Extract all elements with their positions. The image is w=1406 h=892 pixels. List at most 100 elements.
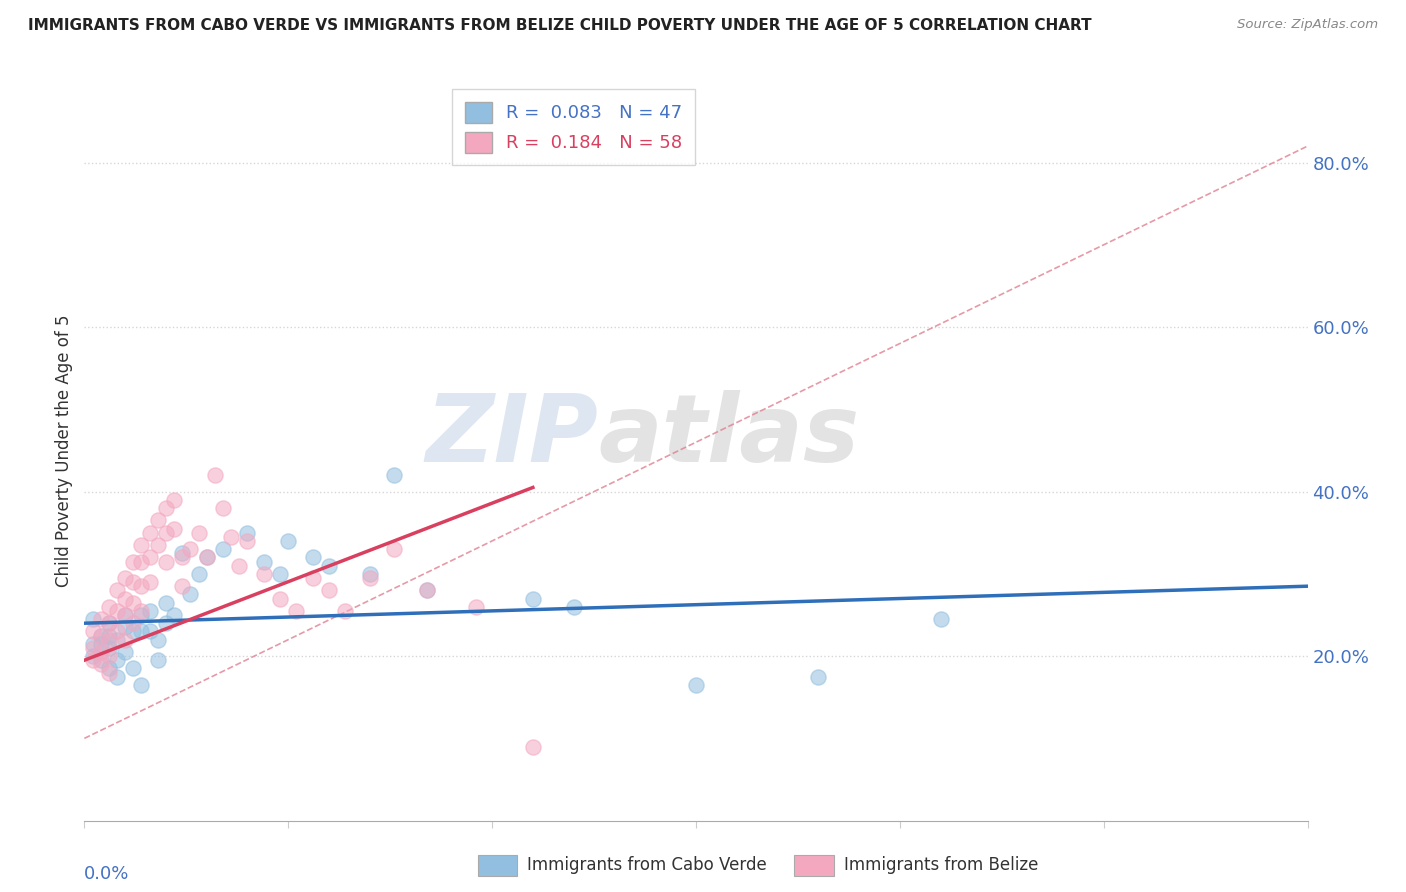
Point <box>269 566 291 581</box>
Point <box>195 550 218 565</box>
Point <box>90 628 112 642</box>
Point <box>131 538 153 552</box>
Text: ZIP: ZIP <box>425 390 598 482</box>
Point <box>138 550 160 565</box>
Point <box>155 616 177 631</box>
Point <box>97 628 120 642</box>
Point <box>172 550 194 565</box>
Point <box>212 501 235 516</box>
Point <box>219 530 242 544</box>
Point <box>155 525 177 540</box>
Point <box>97 640 120 655</box>
Point <box>114 620 136 634</box>
Point <box>138 575 160 590</box>
Point <box>114 607 136 622</box>
Point <box>114 645 136 659</box>
Point <box>163 522 186 536</box>
Point <box>301 571 323 585</box>
Point <box>131 678 153 692</box>
Point <box>122 616 145 631</box>
Point <box>416 583 439 598</box>
Point <box>114 591 136 606</box>
Y-axis label: Child Poverty Under the Age of 5: Child Poverty Under the Age of 5 <box>55 314 73 587</box>
Point <box>122 661 145 675</box>
Point <box>90 657 112 672</box>
Point <box>228 558 250 573</box>
Point <box>522 739 544 754</box>
Point <box>82 640 104 655</box>
Point <box>105 670 128 684</box>
Point <box>97 599 120 614</box>
Point <box>82 653 104 667</box>
Point <box>146 632 169 647</box>
Point <box>82 624 104 639</box>
Point <box>97 665 120 680</box>
Point <box>382 468 405 483</box>
Point <box>122 575 145 590</box>
Point <box>236 525 259 540</box>
Point <box>522 591 544 606</box>
Point <box>138 525 160 540</box>
Point <box>97 616 120 631</box>
Point <box>685 678 707 692</box>
Point <box>146 538 169 552</box>
Point <box>179 587 201 601</box>
Point <box>82 637 104 651</box>
Text: Immigrants from Belize: Immigrants from Belize <box>844 856 1038 874</box>
Point <box>131 624 153 639</box>
Text: atlas: atlas <box>598 390 859 482</box>
Point <box>138 624 160 639</box>
Point <box>122 624 145 639</box>
Point <box>114 571 136 585</box>
Point <box>90 645 112 659</box>
Point <box>82 612 104 626</box>
Point <box>105 632 128 647</box>
Point <box>105 624 128 639</box>
Point <box>195 550 218 565</box>
Point <box>146 513 169 527</box>
Point <box>90 612 112 626</box>
Point <box>155 596 177 610</box>
Point <box>335 604 357 618</box>
Point <box>301 550 323 565</box>
Point <box>90 628 112 642</box>
Text: Source: ZipAtlas.com: Source: ZipAtlas.com <box>1237 18 1378 31</box>
Point <box>163 607 186 622</box>
Point <box>236 533 259 548</box>
Point <box>105 653 128 667</box>
Point <box>416 583 439 598</box>
Point <box>90 637 112 651</box>
Point <box>562 599 585 614</box>
Point <box>97 661 120 675</box>
Point <box>122 554 145 569</box>
Point <box>253 554 276 569</box>
Point <box>212 542 235 557</box>
Point <box>131 607 153 622</box>
Point <box>277 533 299 548</box>
Point <box>122 596 145 610</box>
Point <box>97 649 120 664</box>
Text: IMMIGRANTS FROM CABO VERDE VS IMMIGRANTS FROM BELIZE CHILD POVERTY UNDER THE AGE: IMMIGRANTS FROM CABO VERDE VS IMMIGRANTS… <box>28 18 1091 33</box>
Point <box>114 607 136 622</box>
Point <box>318 583 340 598</box>
Point <box>464 599 486 614</box>
Point <box>114 632 136 647</box>
Text: Immigrants from Cabo Verde: Immigrants from Cabo Verde <box>527 856 768 874</box>
Point <box>105 604 128 618</box>
Point <box>97 616 120 631</box>
Point <box>382 542 405 557</box>
Point <box>172 579 194 593</box>
Point <box>138 604 160 618</box>
Point <box>131 579 153 593</box>
Point <box>269 591 291 606</box>
Point <box>105 583 128 598</box>
Point <box>204 468 226 483</box>
Point <box>97 632 120 647</box>
Point <box>318 558 340 573</box>
Point <box>131 604 153 618</box>
Point <box>929 612 952 626</box>
Point <box>359 566 381 581</box>
Point <box>187 525 209 540</box>
Text: 0.0%: 0.0% <box>84 865 129 883</box>
Point <box>82 649 104 664</box>
